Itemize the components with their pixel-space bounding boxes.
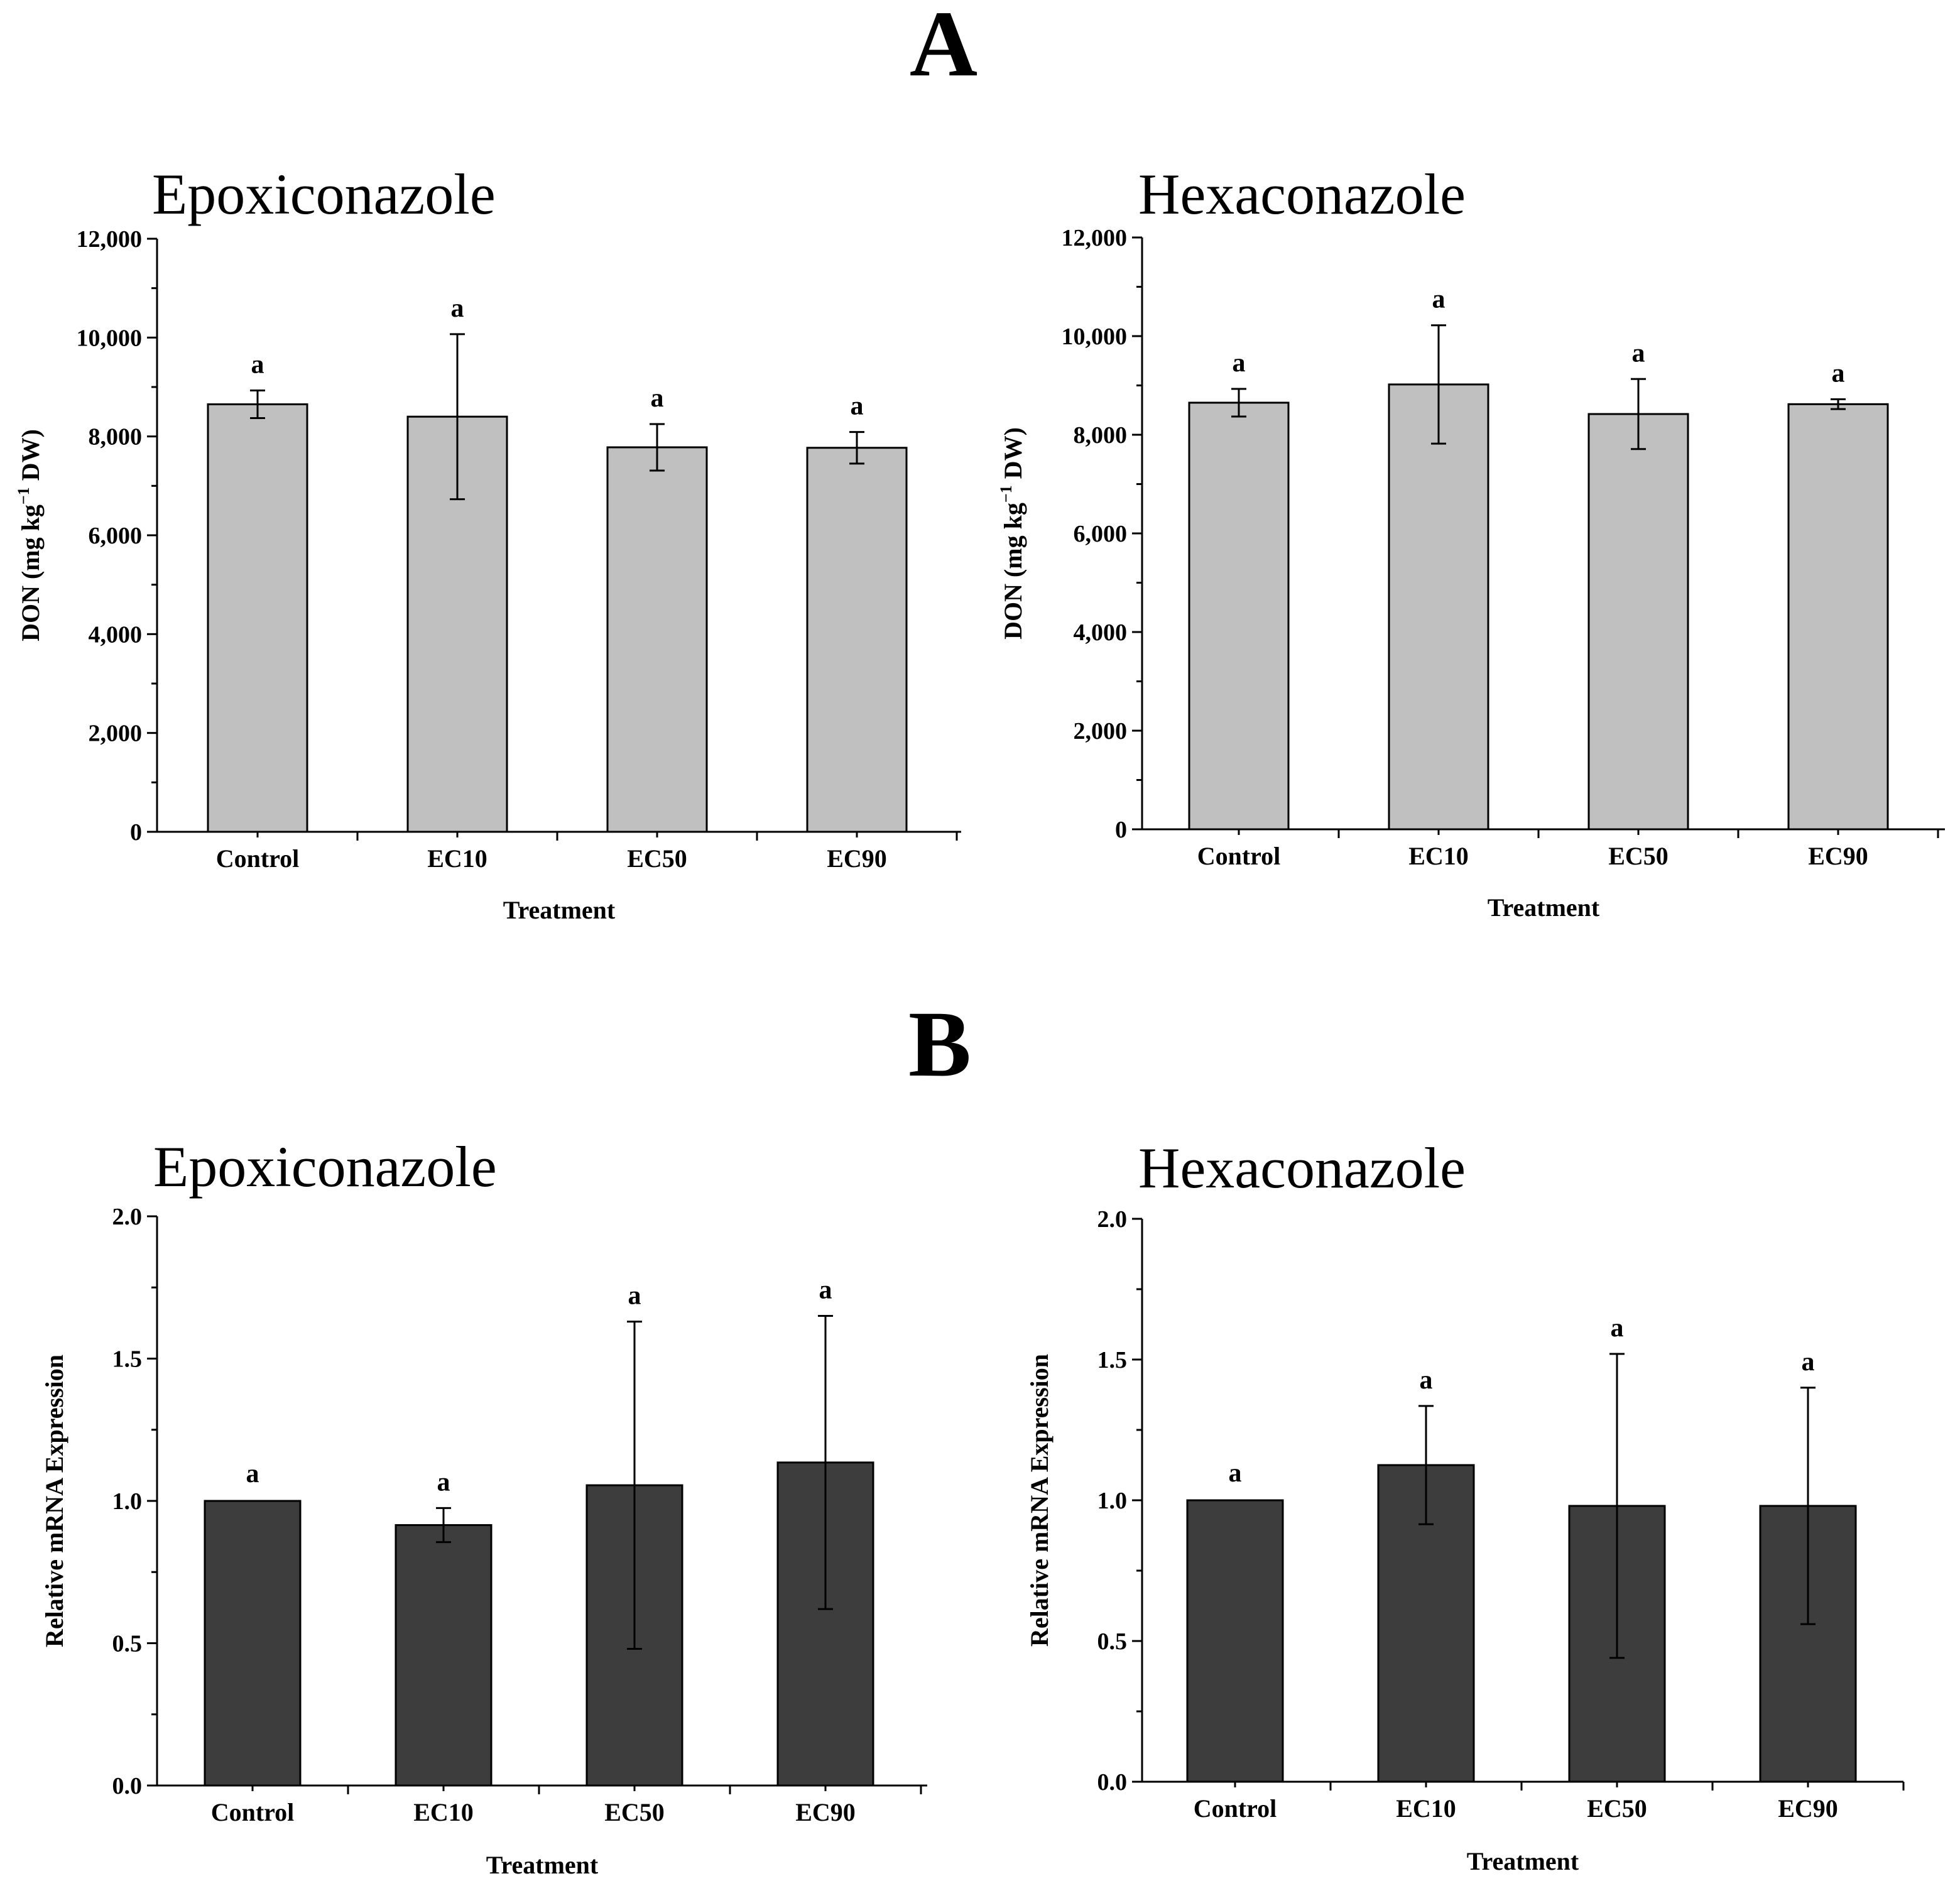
bar-ec50 <box>606 446 708 833</box>
y-tick-label: 1.0 <box>112 1488 143 1515</box>
y-axis-label-main: DON (mg kg <box>999 503 1027 640</box>
y-tick-label: 8,000 <box>89 424 143 450</box>
significance-label: a <box>1233 349 1246 378</box>
y-axis-label-tail: DW) <box>999 427 1027 485</box>
panel-b-label: B <box>908 992 971 1096</box>
y-tick-label: 6,000 <box>89 523 143 549</box>
y-axis-label: DON (mg kg−1 DW) <box>997 427 1027 640</box>
x-tick-label-ec10: EC10 <box>1396 1794 1456 1823</box>
y-tick-label: 6,000 <box>1074 521 1128 547</box>
significance-label: a <box>451 294 464 323</box>
y-axis-label: Relative mRNA Expression <box>1025 1354 1054 1647</box>
significance-label: a <box>1432 285 1446 314</box>
y-tick-label: 0 <box>130 819 142 846</box>
x-tick-label-control: Control <box>1197 842 1281 870</box>
chart-title: Epoxiconazole <box>152 162 496 226</box>
y-tick-label: 0.5 <box>1097 1628 1128 1655</box>
x-tick-label-ec50: EC50 <box>1587 1794 1647 1823</box>
bar-ec10 <box>1388 383 1489 831</box>
y-axis-label-superscript: −1 <box>14 487 33 504</box>
chart-title: Epoxiconazole <box>153 1135 497 1199</box>
y-tick-label: 4,000 <box>89 621 143 648</box>
bar-control <box>207 403 308 833</box>
x-axis-label: Treatment <box>1488 893 1600 922</box>
y-tick-label: 2.0 <box>1097 1206 1128 1233</box>
y-tick-label: 0.0 <box>112 1773 143 1799</box>
x-axis-label: Treatment <box>1467 1847 1579 1875</box>
y-tick-label: 2,000 <box>89 721 143 747</box>
y-tick-label: 2,000 <box>1074 718 1128 744</box>
y-tick-label: 0 <box>1115 817 1127 843</box>
significance-label: a <box>819 1276 832 1305</box>
bar-ec90 <box>806 447 908 833</box>
y-tick-label: 10,000 <box>77 325 143 351</box>
chart-title: Hexaconazole <box>1138 1136 1466 1200</box>
bar-ec50 <box>1587 413 1689 831</box>
chart-b-epoxiconazole: Epoxiconazole a a a a 0.0 0.5 1.0 1.5 2.0 Control E… <box>40 1135 927 1879</box>
y-tick-label: 4,000 <box>1074 619 1128 646</box>
significance-label: a <box>851 392 864 421</box>
significance-label: a <box>251 351 264 379</box>
y-tick-label: 2.0 <box>112 1204 143 1230</box>
significance-label: a <box>1420 1366 1433 1395</box>
chart-title: Hexaconazole <box>1138 162 1466 226</box>
x-tick-label-ec10: EC10 <box>413 1798 474 1826</box>
y-tick-label: 12,000 <box>77 226 143 253</box>
x-axis-label: Treatment <box>486 1851 599 1879</box>
x-tick-label-ec90: EC90 <box>795 1798 856 1826</box>
x-tick-label-ec50: EC50 <box>604 1798 665 1826</box>
y-axis-label: Relative mRNA Expression <box>40 1355 68 1647</box>
bar-control <box>204 1500 302 1787</box>
significance-label: a <box>1802 1348 1815 1377</box>
chart-a-epoxiconazole: Epoxiconazole a a a a 0 2,000 4,000 6,000 8,000 10… <box>14 162 961 924</box>
chart-a-hexaconazole: Hexaconazole a a a a 0 2,000 4,000 6,000 8,000 10,… <box>997 162 1945 922</box>
x-axis-label: Treatment <box>503 896 616 924</box>
y-tick-label: 1.5 <box>1097 1347 1128 1373</box>
x-tick-label-ec10: EC10 <box>427 844 487 873</box>
x-tick-label-control: Control <box>1194 1794 1277 1823</box>
y-tick-label: 1.0 <box>1097 1488 1128 1514</box>
x-tick-label-ec50: EC50 <box>1608 842 1669 870</box>
y-axis-label-main: Relative mRNA Expression <box>1025 1354 1054 1647</box>
significance-label: a <box>246 1459 259 1488</box>
y-axis-label-main: Relative mRNA Expression <box>40 1355 68 1647</box>
significance-label: a <box>1832 359 1845 388</box>
significance-label: a <box>437 1468 450 1497</box>
panel-a-label: A <box>910 0 977 96</box>
bar-ec10 <box>395 1524 493 1787</box>
x-tick-label-control: Control <box>216 844 300 873</box>
y-tick-label: 0.0 <box>1097 1769 1128 1796</box>
x-tick-label-ec10: EC10 <box>1408 842 1469 870</box>
x-tick-label-control: Control <box>211 1798 295 1826</box>
y-axis-label-main: DON (mg kg <box>16 504 45 641</box>
y-tick-label: 8,000 <box>1074 422 1128 449</box>
bar-control <box>1188 401 1290 831</box>
significance-label: a <box>628 1282 641 1311</box>
x-tick-label-ec90: EC90 <box>1808 842 1868 870</box>
chart-b-hexaconazole: Hexaconazole a a a a 0.0 0.5 1.0 1.5 2.0 Control EC… <box>1025 1136 1905 1875</box>
y-axis-label-superscript: −1 <box>997 485 1015 503</box>
significance-label: a <box>1229 1459 1242 1488</box>
significance-label: a <box>651 384 664 413</box>
y-tick-label: 0.5 <box>112 1631 143 1657</box>
significance-label: a <box>1611 1314 1624 1343</box>
x-tick-label-ec50: EC50 <box>627 844 687 873</box>
bar-ec90 <box>1787 403 1889 831</box>
bar-control <box>1186 1499 1284 1783</box>
y-axis-label-tail: DW) <box>16 429 45 487</box>
y-axis-label: DON (mg kg−1 DW) <box>14 429 45 641</box>
y-tick-label: 12,000 <box>1062 225 1128 251</box>
significance-label: a <box>1632 339 1645 368</box>
y-tick-label: 10,000 <box>1062 324 1128 350</box>
y-tick-label: 1.5 <box>112 1346 143 1373</box>
x-tick-label-ec90: EC90 <box>827 844 887 873</box>
x-tick-label-ec90: EC90 <box>1778 1794 1838 1823</box>
